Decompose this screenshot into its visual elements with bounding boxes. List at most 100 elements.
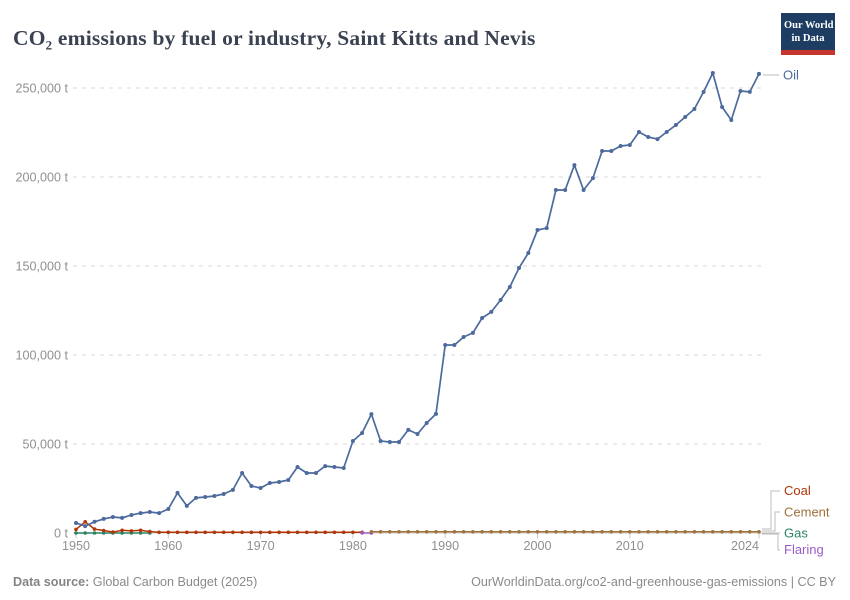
series-point-cement[interactable] [711, 530, 715, 534]
series-point-coal[interactable] [249, 530, 254, 535]
series-point-oil[interactable] [221, 492, 226, 496]
series-point-cement[interactable] [683, 530, 687, 534]
series-point-oil[interactable] [498, 298, 503, 302]
series-point-cement[interactable] [572, 530, 577, 534]
series-point-oil[interactable] [110, 515, 115, 519]
series-point-oil[interactable] [757, 71, 761, 76]
series-point-oil[interactable] [720, 105, 725, 109]
series-point-coal[interactable] [240, 530, 244, 535]
series-point-cement[interactable] [674, 530, 678, 534]
series-point-cement[interactable] [738, 530, 743, 534]
series-point-oil[interactable] [286, 478, 291, 482]
series-point-oil[interactable] [341, 466, 346, 470]
series-point-coal[interactable] [258, 530, 263, 535]
series-point-cement[interactable] [628, 530, 632, 534]
series-point-cement[interactable] [517, 530, 521, 534]
series-point-cement[interactable] [443, 530, 448, 534]
series-point-oil[interactable] [230, 487, 235, 492]
series-point-coal[interactable] [332, 530, 337, 535]
series-point-cement[interactable] [664, 530, 669, 534]
series-point-cement[interactable] [720, 530, 724, 534]
series-point-oil[interactable] [387, 440, 392, 444]
series-point-oil[interactable] [729, 118, 734, 122]
series-point-oil[interactable] [572, 163, 577, 168]
series-point-oil[interactable] [507, 285, 512, 289]
series-point-oil[interactable] [138, 511, 143, 516]
series-point-oil[interactable] [443, 343, 448, 347]
series-point-oil[interactable] [747, 89, 752, 94]
series-point-oil[interactable] [489, 309, 494, 314]
series-line-coal[interactable] [75, 521, 363, 534]
series-point-coal[interactable] [304, 530, 309, 535]
series-point-cement[interactable] [424, 530, 429, 534]
series-point-cement[interactable] [544, 530, 549, 534]
series-point-oil[interactable] [452, 343, 457, 347]
series-point-cement[interactable] [452, 530, 457, 534]
series-point-oil[interactable] [434, 411, 438, 416]
series-point-gas[interactable] [74, 531, 78, 535]
series-point-oil[interactable] [673, 123, 678, 127]
series-point-oil[interactable] [406, 427, 411, 432]
legend-label-flaring[interactable]: Flaring [784, 542, 824, 557]
series-point-cement[interactable] [655, 530, 660, 534]
series-gas[interactable] [74, 531, 152, 535]
series-point-oil[interactable] [609, 149, 614, 153]
series-point-oil[interactable] [101, 516, 106, 521]
series-point-cement[interactable] [609, 530, 614, 534]
series-point-oil[interactable] [166, 507, 171, 511]
series-point-coal[interactable] [212, 530, 217, 535]
series-point-oil[interactable] [147, 510, 152, 514]
series-point-oil[interactable] [184, 503, 189, 508]
series-point-coal[interactable] [277, 530, 281, 535]
series-point-cement[interactable] [729, 530, 734, 534]
series-point-oil[interactable] [212, 494, 217, 498]
series-point-oil[interactable] [470, 330, 475, 335]
series-point-oil[interactable] [544, 226, 549, 231]
series-point-cement[interactable] [397, 530, 401, 534]
series-point-cement[interactable] [646, 530, 650, 534]
series-point-cement[interactable] [535, 530, 540, 534]
series-point-cement[interactable] [461, 530, 466, 534]
series-point-cement[interactable] [415, 530, 420, 534]
credit-link[interactable]: OurWorldinData.org/co2-and-greenhouse-ga… [471, 575, 836, 589]
series-point-gas[interactable] [92, 531, 97, 535]
series-point-oil[interactable] [369, 412, 374, 417]
series-point-gas[interactable] [138, 531, 143, 535]
series-point-oil[interactable] [637, 130, 641, 134]
series-point-coal[interactable] [231, 530, 235, 535]
series-point-gas[interactable] [83, 531, 87, 535]
series-point-cement[interactable] [581, 530, 586, 534]
series-point-cement[interactable] [369, 530, 374, 534]
series-point-oil[interactable] [378, 439, 383, 443]
series-point-oil[interactable] [600, 149, 605, 153]
series-point-oil[interactable] [258, 486, 263, 490]
series-point-oil[interactable] [590, 176, 595, 181]
series-point-coal[interactable] [101, 528, 106, 533]
legend-label-coal[interactable]: Coal [784, 483, 811, 498]
series-point-oil[interactable] [701, 89, 706, 94]
series-point-oil[interactable] [304, 471, 309, 475]
series-point-oil[interactable] [526, 251, 531, 255]
legend-label-cement[interactable]: Cement [784, 505, 830, 520]
series-point-oil[interactable] [249, 484, 254, 488]
series-point-coal[interactable] [148, 529, 152, 534]
series-point-cement[interactable] [498, 530, 503, 534]
series-point-coal[interactable] [129, 529, 134, 533]
series-point-oil[interactable] [563, 188, 568, 192]
series-point-coal[interactable] [175, 530, 180, 535]
series-point-oil[interactable] [535, 228, 540, 232]
series-point-oil[interactable] [92, 519, 97, 524]
series-point-oil[interactable] [692, 107, 697, 111]
series-point-coal[interactable] [323, 530, 328, 535]
series-point-cement[interactable] [591, 530, 595, 534]
series-point-coal[interactable] [92, 527, 97, 531]
series-point-cement[interactable] [748, 530, 752, 534]
series-point-oil[interactable] [323, 464, 328, 469]
series-point-cement[interactable] [637, 530, 641, 534]
series-point-coal[interactable] [157, 530, 161, 535]
series-oil[interactable] [74, 71, 761, 529]
series-point-cement[interactable] [701, 530, 706, 534]
series-point-gas[interactable] [101, 531, 106, 535]
series-point-oil[interactable] [664, 130, 669, 134]
